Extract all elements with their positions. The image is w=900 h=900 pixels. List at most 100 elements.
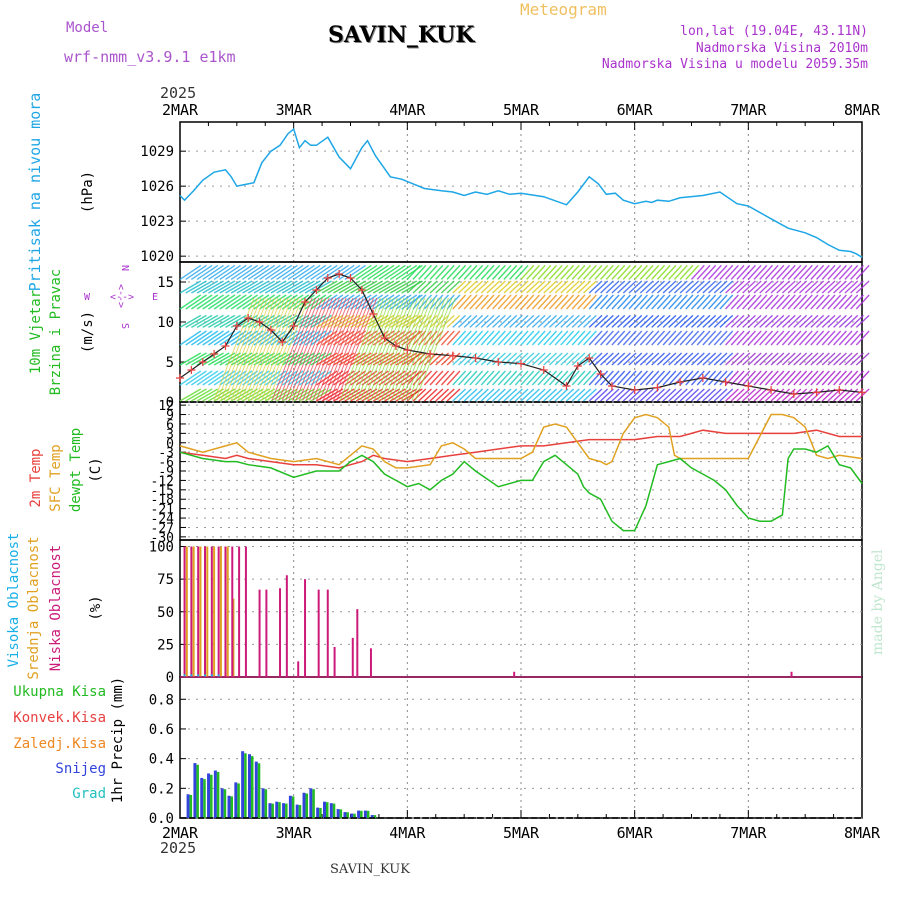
wind-barb [713,352,728,366]
wind-barb [492,294,506,310]
wind-barb [764,314,779,328]
wind-barb [810,352,825,366]
wind-speed-marker [653,383,662,392]
wind-barb [503,330,518,346]
wind-barb [747,314,762,328]
wind-barb [458,388,472,402]
wind-barb [281,280,304,294]
clouds-y-tick-label: 50 [157,605,174,621]
wind-barb [810,388,825,402]
wind-barb [531,370,546,386]
wind-barb [594,264,609,280]
wind-barb [475,264,489,280]
wind-speed-marker [210,350,219,358]
wind-barb [457,330,472,346]
wind-barb [656,264,671,280]
wind-barb [223,297,265,401]
wind-barb [799,314,813,328]
wind-speed-marker [187,366,196,374]
wind-barb [361,280,384,294]
wind-barb [401,294,423,310]
wind-barb [679,294,694,310]
wind-barb [446,314,461,328]
wind-barb [429,388,444,402]
precip-bar-total [366,810,370,818]
wind-barb [708,330,722,346]
wind-barb [412,264,427,280]
wind-barb [492,370,506,386]
wind-barb [742,352,756,366]
temperature-y-tick-label: -30 [151,531,174,546]
wind-barb [440,294,455,310]
wind-barb [713,294,728,310]
wind-barb [759,352,773,366]
wind-barb [605,314,620,328]
wind-barb [543,352,558,366]
wind-barb [770,352,785,366]
wind-barb [577,280,592,294]
wind-barb [651,264,666,280]
wind-barb [543,294,558,310]
wind-barb [185,280,207,294]
wind-barb [770,370,785,386]
wind-barb [554,388,569,402]
wind-barb [202,280,224,294]
precip-bar-snow [357,810,361,818]
precip-bar-snow [363,810,367,818]
wind-barb [719,314,734,328]
compass-arrows-h: <--> [110,292,134,303]
wind-barb [827,370,842,386]
wind-barb [401,264,423,280]
wind-barb [440,280,455,294]
wind-barb [759,294,774,310]
wind-barb [298,264,321,280]
wind-barb [816,294,830,310]
wind-barb [617,330,631,346]
wind-barb [343,297,385,401]
x-tick-label-bottom: 5MAR [503,824,540,842]
precip-bar-snow [329,803,333,818]
wind-barb [435,370,450,386]
wind-barb [617,370,631,386]
wind-barb [679,280,694,294]
wind-barb [219,264,241,280]
wind-barb [486,352,501,366]
wind-barb [736,294,751,310]
precip-bar-total [360,810,363,818]
wind-barb [651,370,666,386]
wind-barb [571,264,586,280]
precip-bar-total [291,796,295,818]
wind-barb [526,294,540,310]
wind-barb [554,264,569,280]
wind-barb [594,352,609,366]
precip-bar-snow [220,788,224,818]
wind-label-line2: Brzina i Pravac [48,269,64,395]
wind-barb [234,297,276,401]
wind-barb [327,370,349,386]
wind-barb [202,294,224,310]
wind-barb [268,297,310,401]
wind-barb [429,280,444,294]
wind-barb [622,280,637,294]
wind-barb [225,264,247,280]
wind-barb [338,280,361,294]
wind-barb [747,352,762,366]
wind-barb [821,264,836,280]
wind-barb [816,314,830,328]
wind-barb [253,264,276,280]
wind-barb [622,264,637,280]
precip-bar-total [325,802,329,818]
wind-barb [492,264,506,280]
wind-barb [190,264,213,280]
wind-barb [583,370,597,386]
wind-barb [395,370,418,386]
wind-barb [600,370,614,386]
wind-barb [185,352,207,366]
wind-barb [577,330,592,346]
wind-unit-label: (m/s) [80,311,96,353]
wind-barb [503,370,518,386]
wind-barb [770,264,785,280]
wind-speed-marker [585,354,594,362]
wind-barb [208,352,230,366]
wind-barb [622,314,637,328]
